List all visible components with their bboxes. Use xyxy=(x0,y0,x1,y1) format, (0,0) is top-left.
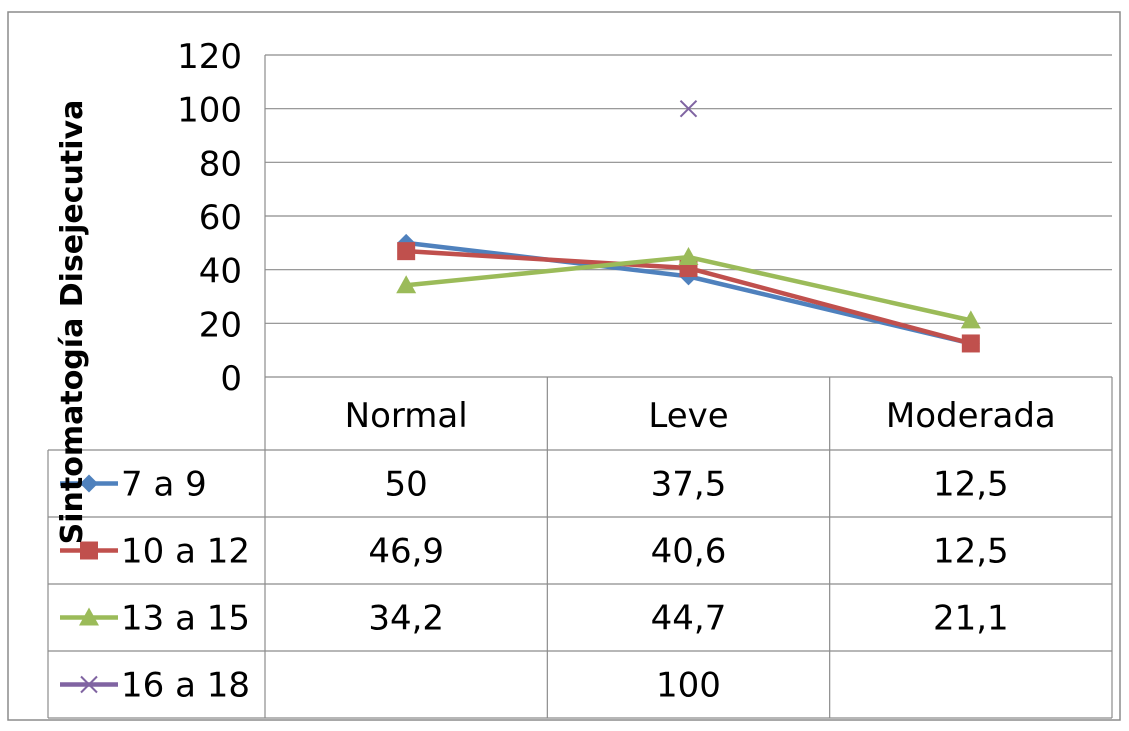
legend-key xyxy=(60,607,118,626)
y-tick-label: 100 xyxy=(177,91,242,131)
legend-series-name: 16 a 18 xyxy=(121,666,250,706)
data-table-value: 100 xyxy=(656,666,721,706)
data-point-marker xyxy=(678,247,699,266)
data-table-value: 12,5 xyxy=(933,532,1009,572)
legend-series-name: 7 a 9 xyxy=(121,465,207,505)
y-tick-label: 60 xyxy=(199,198,242,238)
legend-marker xyxy=(80,474,98,493)
data-table-value: 50 xyxy=(385,465,428,505)
data-point-marker xyxy=(679,99,698,118)
legend-key xyxy=(60,474,118,493)
legend-key xyxy=(60,541,118,560)
data-point-marker xyxy=(397,242,416,261)
legend-series-name: 10 a 12 xyxy=(121,532,250,572)
chart-border xyxy=(7,11,1121,721)
data-table-value: 12,5 xyxy=(933,465,1009,505)
data-table-value: 21,1 xyxy=(933,599,1009,639)
legend-marker xyxy=(80,541,98,560)
x-category-label: Normal xyxy=(345,396,468,436)
legend-key xyxy=(60,675,118,694)
x-category-label: Leve xyxy=(648,396,728,436)
y-tick-label: 40 xyxy=(199,252,242,292)
y-axis-label: Sintomatogía Disejecutiva xyxy=(55,100,90,545)
data-point-marker xyxy=(961,334,980,353)
y-axis: 0 20 40 60 80 100 120 xyxy=(177,37,242,399)
y-tick-label: 120 xyxy=(177,37,242,77)
legend-series-name: 13 a 15 xyxy=(121,599,250,639)
data-point-marker xyxy=(960,310,981,329)
data-table-value: 44,7 xyxy=(651,599,727,639)
y-tick-label: 20 xyxy=(199,305,242,345)
legend-marker xyxy=(79,607,99,626)
y-tick-label: 80 xyxy=(199,144,242,184)
x-category-label: Moderada xyxy=(886,396,1056,436)
data-table-value: 46,9 xyxy=(368,532,444,572)
data-table-value: 34,2 xyxy=(368,599,444,639)
series-16-a-18 xyxy=(679,99,698,118)
data-point-marker xyxy=(396,275,417,294)
series-lines xyxy=(396,99,981,353)
data-table-value: 40,6 xyxy=(651,532,727,572)
data-table: Normal Leve Moderada 7 a 9 50 37,5 12,5 10 a 12… xyxy=(47,55,1113,719)
y-tick-label: 0 xyxy=(220,359,242,399)
legend-marker xyxy=(80,675,98,694)
data-table-value: 37,5 xyxy=(651,465,727,505)
series-13-a-15 xyxy=(396,247,981,329)
